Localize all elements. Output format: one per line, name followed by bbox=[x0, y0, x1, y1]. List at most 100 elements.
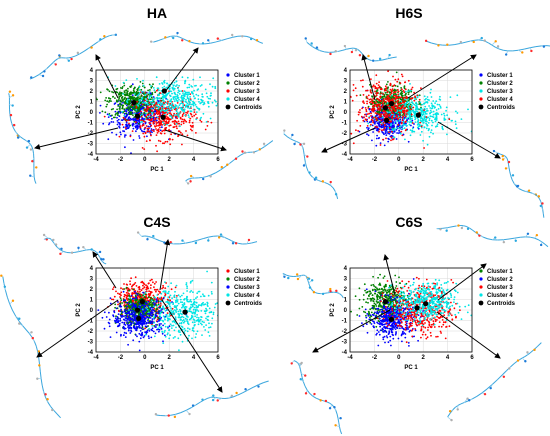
data-point bbox=[146, 99, 148, 102]
data-point bbox=[211, 322, 213, 325]
data-point bbox=[163, 132, 166, 135]
data-point bbox=[144, 101, 146, 104]
data-point bbox=[415, 108, 418, 110]
data-point bbox=[432, 121, 434, 124]
data-point bbox=[375, 129, 378, 132]
data-point bbox=[422, 118, 424, 121]
data-point bbox=[419, 121, 422, 124]
data-point bbox=[143, 120, 146, 123]
data-point bbox=[137, 323, 139, 325]
data-point bbox=[178, 104, 181, 107]
data-point bbox=[394, 101, 396, 104]
data-point bbox=[134, 294, 137, 297]
data-point bbox=[383, 133, 385, 136]
data-point bbox=[390, 139, 392, 142]
legend-marker bbox=[479, 81, 483, 85]
data-point bbox=[375, 99, 377, 101]
data-point bbox=[142, 291, 145, 294]
data-point bbox=[116, 108, 118, 111]
data-point bbox=[159, 129, 162, 132]
data-point bbox=[143, 93, 145, 95]
data-point bbox=[403, 114, 406, 117]
data-point bbox=[168, 313, 171, 316]
data-point bbox=[355, 129, 357, 132]
data-point bbox=[119, 297, 122, 300]
data-point bbox=[411, 97, 414, 99]
x-tick-label: 6 bbox=[470, 157, 474, 163]
data-point bbox=[188, 318, 191, 321]
data-point bbox=[390, 92, 393, 95]
data-point bbox=[107, 116, 110, 118]
data-point bbox=[432, 110, 435, 113]
data-point bbox=[131, 296, 134, 298]
data-point bbox=[147, 322, 150, 324]
data-point bbox=[158, 89, 160, 92]
data-point bbox=[151, 92, 154, 94]
data-point bbox=[120, 291, 123, 294]
data-point bbox=[117, 313, 120, 315]
data-point bbox=[122, 126, 125, 129]
data-point bbox=[122, 290, 125, 293]
data-point bbox=[201, 334, 203, 336]
data-point bbox=[114, 303, 117, 306]
data-point bbox=[148, 302, 151, 305]
data-point bbox=[387, 127, 390, 130]
data-point bbox=[146, 127, 149, 130]
data-point bbox=[159, 92, 162, 94]
data-point bbox=[148, 101, 151, 104]
data-point bbox=[181, 340, 184, 343]
data-point bbox=[403, 86, 406, 88]
data-point bbox=[161, 126, 163, 129]
data-point bbox=[170, 99, 172, 102]
data-point bbox=[401, 88, 403, 91]
data-point bbox=[181, 113, 184, 116]
data-point bbox=[179, 333, 182, 336]
data-point bbox=[125, 121, 128, 124]
data-point bbox=[429, 91, 432, 94]
data-point bbox=[169, 107, 171, 109]
data-point bbox=[182, 92, 184, 94]
data-point bbox=[119, 302, 122, 305]
data-point bbox=[135, 329, 138, 332]
data-point bbox=[383, 124, 386, 127]
data-point bbox=[131, 285, 133, 288]
data-point bbox=[151, 318, 154, 320]
data-point bbox=[442, 128, 444, 131]
data-point bbox=[135, 130, 137, 133]
data-point bbox=[168, 124, 171, 127]
data-point bbox=[126, 107, 129, 110]
legend-marker bbox=[479, 89, 483, 93]
data-point bbox=[446, 133, 448, 136]
data-point bbox=[166, 108, 169, 111]
data-point bbox=[158, 97, 161, 100]
data-point bbox=[372, 105, 374, 108]
data-point bbox=[128, 108, 130, 111]
data-point bbox=[187, 316, 189, 318]
data-point bbox=[387, 114, 389, 116]
data-point bbox=[124, 146, 126, 149]
data-point bbox=[391, 117, 394, 120]
data-point bbox=[152, 122, 155, 125]
data-point bbox=[120, 287, 122, 290]
data-point bbox=[425, 122, 427, 125]
data-point bbox=[448, 118, 451, 121]
data-point bbox=[176, 112, 179, 114]
x-tick-label: 6 bbox=[216, 157, 220, 163]
legend-marker bbox=[479, 73, 483, 77]
data-point bbox=[383, 144, 386, 147]
data-point bbox=[435, 117, 438, 119]
data-point bbox=[182, 94, 185, 96]
data-point bbox=[130, 105, 133, 107]
y-tick-label: -3 bbox=[342, 142, 348, 148]
data-point bbox=[140, 115, 143, 118]
data-point bbox=[180, 96, 183, 99]
data-point bbox=[426, 108, 428, 110]
data-point bbox=[137, 109, 140, 111]
data-point bbox=[460, 118, 463, 120]
data-point bbox=[115, 315, 117, 318]
data-point bbox=[377, 113, 380, 116]
data-point bbox=[426, 143, 429, 146]
data-point bbox=[197, 94, 200, 97]
data-point bbox=[210, 92, 212, 95]
data-point bbox=[157, 116, 159, 119]
